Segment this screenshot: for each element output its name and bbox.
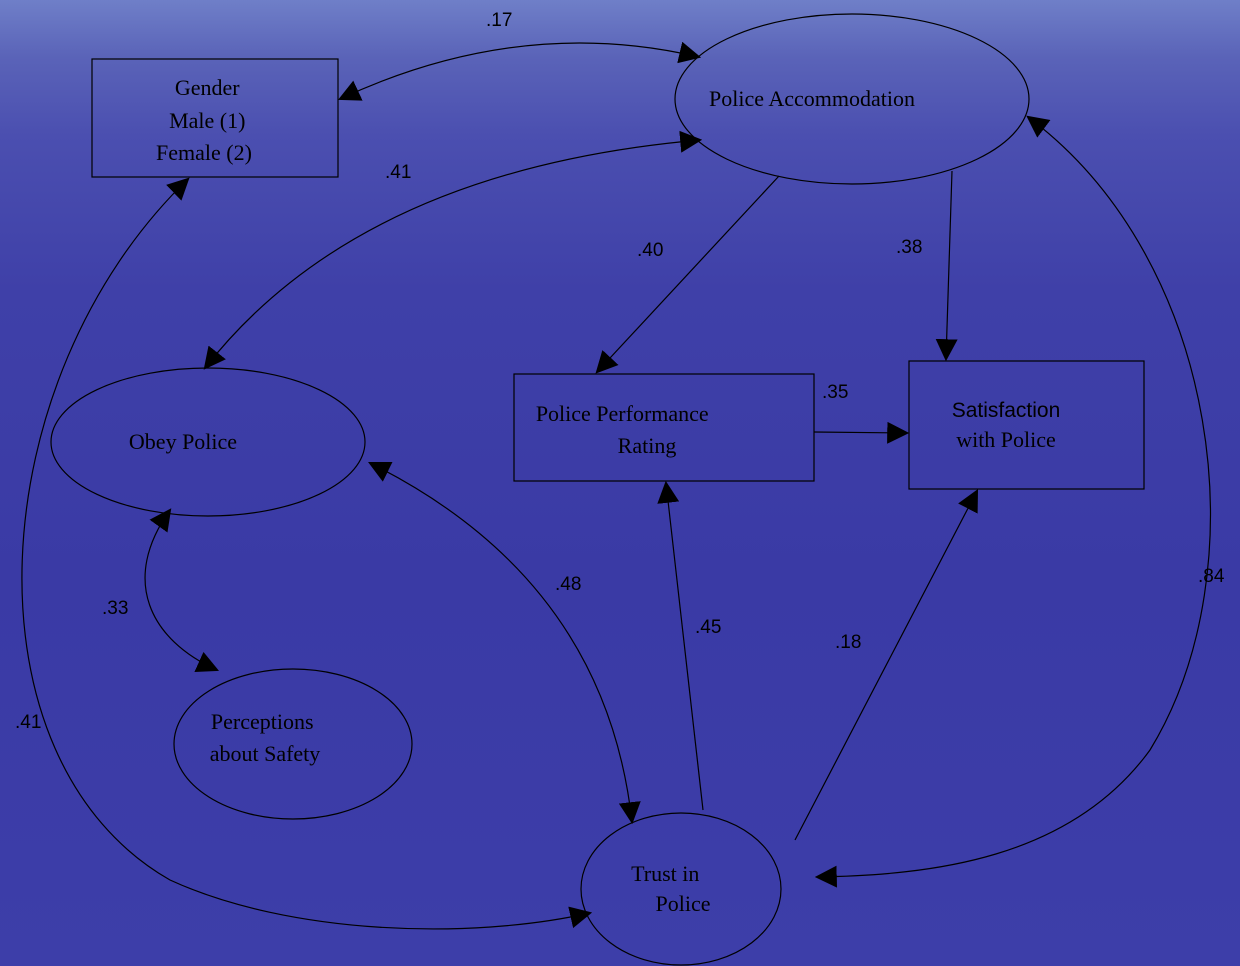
satisfaction-label-1: Satisfaction — [952, 399, 1061, 422]
coef-accommodation-obey: .41 — [385, 162, 411, 183]
edge-gender-trust — [21, 177, 593, 930]
coef-obey-safety: .33 — [102, 598, 128, 619]
coef-accommodation-satisfaction: .38 — [896, 237, 922, 258]
edge-gender-accommodation — [338, 41, 702, 101]
trust-label-2: Police — [656, 891, 711, 916]
svg-text:Police Performance Rating: Police Performance Rating — [536, 401, 714, 458]
edge-accommodation-obey — [203, 130, 703, 370]
gender-label-2: Male (1) — [169, 108, 245, 133]
edge-obey-trust — [368, 461, 641, 825]
safety-label-1: Perceptions — [211, 709, 314, 734]
obey-police-label: Obey Police — [129, 429, 237, 454]
edge-obey-safety — [144, 508, 220, 672]
coef-gender-accommodation: .17 — [486, 10, 512, 31]
svg-text:Perceptions about Safety: Perceptions about Safety — [210, 709, 321, 766]
safety-label-2: about Safety — [210, 741, 321, 766]
svg-text:Trust in Police: Trust in Police — [631, 861, 710, 916]
coef-accommodation-trust: .84 — [1198, 566, 1225, 587]
edge-performance-satisfaction — [813, 421, 910, 444]
edge-trust-satisfaction — [794, 489, 979, 841]
edge-accommodation-satisfaction — [935, 170, 958, 362]
coef-accommodation-performance: .40 — [637, 240, 663, 261]
trust-police-node — [580, 812, 782, 966]
performance-label-1: Police Performance — [536, 401, 709, 426]
gender-label-1: Gender — [175, 75, 240, 100]
satisfaction-box — [908, 360, 1145, 490]
coef-trust-satisfaction: .18 — [835, 632, 861, 653]
performance-label-2: Rating — [618, 433, 677, 458]
edge-trust-performance — [657, 480, 704, 811]
svg-text:Gender Male (1) Female: Gender Male (1) Female (2) — [156, 75, 252, 165]
edge-accommodation-performance — [595, 175, 780, 374]
svg-text:Satisfaction with Police: Satisfaction with Police — [952, 399, 1065, 452]
gender-label-3: Female (2) — [156, 140, 252, 165]
satisfaction-label-2: with Police — [956, 427, 1056, 452]
coef-gender-trust: .41 — [15, 712, 41, 733]
coef-obey-trust: .48 — [555, 574, 581, 595]
coef-trust-performance: .45 — [695, 617, 721, 638]
edge-accommodation-trust — [814, 115, 1211, 888]
police-accommodation-label: Police Accommodation — [709, 86, 915, 111]
police-performance-box — [513, 373, 815, 482]
trust-label-1: Trust in — [631, 861, 699, 886]
coef-performance-satisfaction: .35 — [822, 382, 848, 403]
